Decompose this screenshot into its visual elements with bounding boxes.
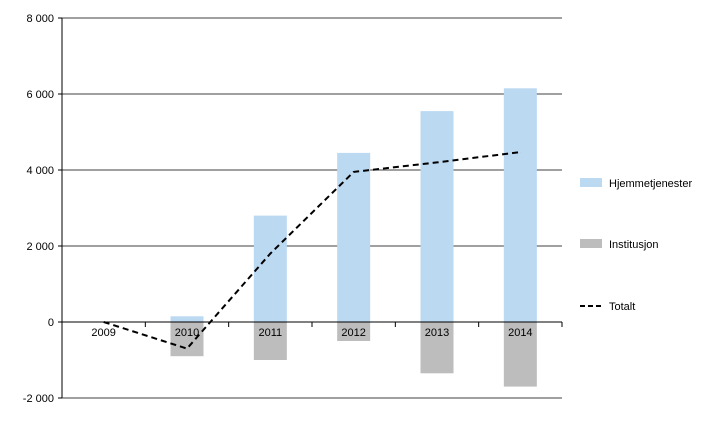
bar-hjemmetjenester-2012 — [337, 152, 371, 322]
legend-label-hjemmetjenester: Hjemmetjenester — [609, 178, 692, 190]
y-tick-label: -2 000 — [23, 393, 54, 405]
bar-hjemmetjenester-2010 — [170, 316, 204, 322]
bar-institusjon-2014 — [503, 322, 537, 387]
legend: Hjemmetjenester Institusjon Totalt — [580, 178, 692, 313]
y-tick-label: 4 000 — [26, 165, 54, 177]
x-axis: 2009 2010 2011 2012 2013 2014 — [61, 321, 563, 339]
bar-institusjon-2012 — [337, 322, 371, 341]
bars — [170, 88, 537, 387]
totalt-line-group — [103, 151, 521, 350]
bar-institusjon-2013 — [420, 322, 454, 374]
x-tick-label: 2010 — [175, 327, 199, 339]
bar-hjemmetjenester-2011 — [253, 215, 287, 322]
gridlines — [62, 17, 562, 399]
y-tick-label: 6 000 — [26, 89, 54, 101]
legend-swatch-hjemmetjenester — [580, 178, 602, 187]
x-tick-label: 2011 — [259, 327, 283, 339]
x-tick-label: 2009 — [91, 327, 115, 339]
bar-institusjon-2010 — [170, 322, 204, 357]
bar-hjemmetjenester-2013 — [420, 111, 454, 322]
legend-label-totalt: Totalt — [609, 301, 635, 313]
x-tick-label: 2013 — [425, 327, 449, 339]
legend-label-institusjon: Institusjon — [609, 239, 659, 251]
x-tick-label: 2012 — [341, 327, 365, 339]
x-tick-label: 2014 — [508, 327, 532, 339]
legend-swatch-institusjon — [580, 239, 602, 248]
y-axis: 8 000 6 000 4 000 2 000 0 -2 000 — [23, 13, 63, 405]
y-tick-label: 8 000 — [26, 13, 54, 25]
bar-hjemmetjenester-2014 — [503, 88, 537, 322]
bar-institusjon-2011 — [253, 322, 287, 360]
totalt-line — [103, 151, 521, 350]
y-tick-label: 0 — [48, 317, 54, 329]
y-tick-label: 2 000 — [26, 241, 54, 253]
